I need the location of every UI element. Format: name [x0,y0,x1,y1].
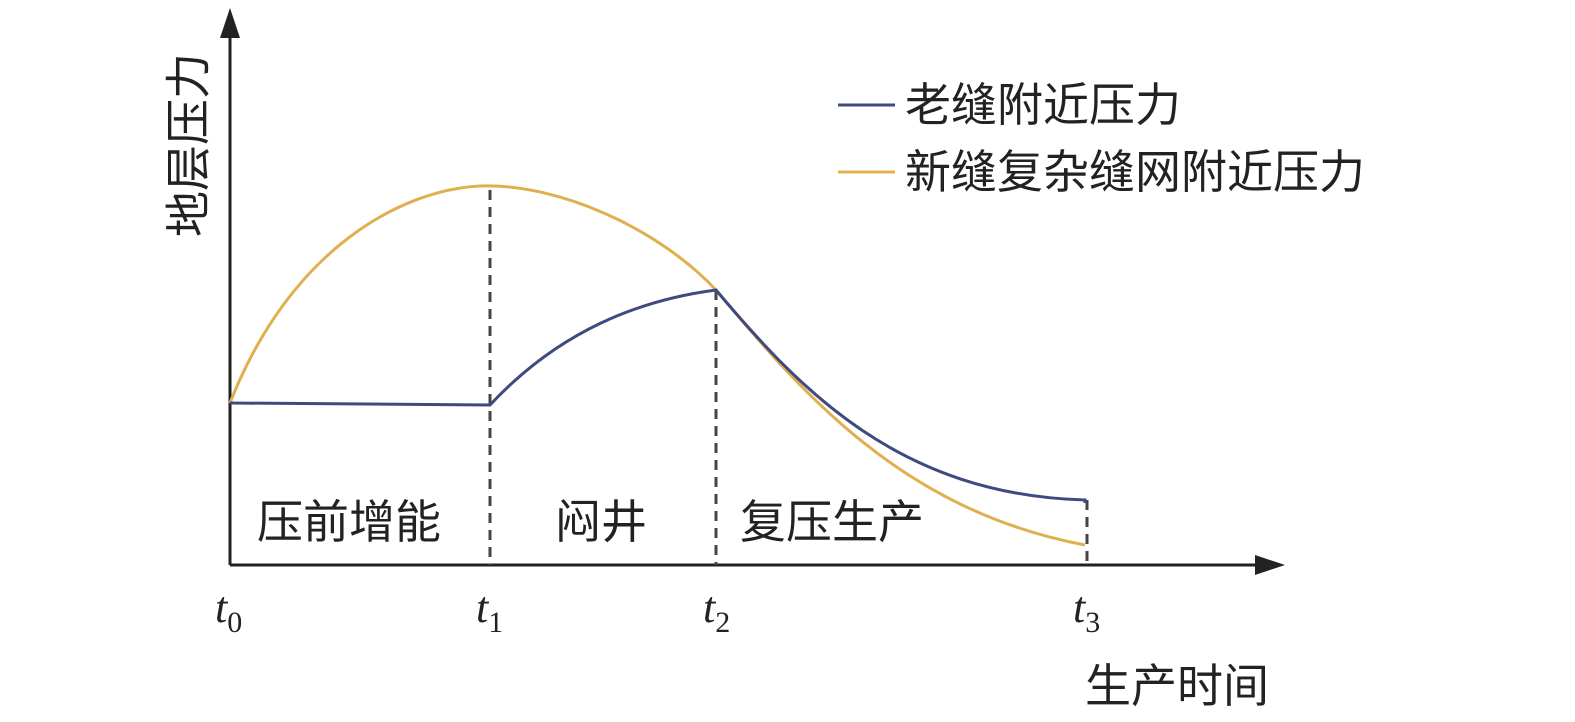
new-fracture-curve [228,184,1086,547]
tick-subscript: 0 [227,606,242,639]
tick-symbol: t [215,583,229,632]
phase-label: 闷井 [555,495,647,549]
tick-symbol: t [476,583,490,632]
legend-label: 老缝附近压力 [905,78,1181,132]
y-axis-label: 地层压力 [162,53,216,237]
tick-label: t1 [476,583,503,639]
tick-symbol: t [703,583,717,632]
phase-label: 复压生产 [740,495,924,549]
tick-subscript: 2 [715,606,730,639]
tick-subscript: 3 [1085,606,1100,639]
tick-label: t3 [1073,583,1100,639]
x-arrow [1255,555,1285,575]
y-arrow [220,8,240,38]
old-fracture-curve [229,288,1087,503]
phase-label: 压前增能 [257,495,441,549]
tick-label: t0 [215,583,242,639]
x-axis-label: 生产时间 [1085,659,1269,713]
legend-label: 新缝复杂缝网附近压力 [905,145,1365,199]
tick-symbol: t [1073,583,1087,632]
tick-subscript: 1 [488,606,503,639]
tick-label: t2 [703,583,730,639]
